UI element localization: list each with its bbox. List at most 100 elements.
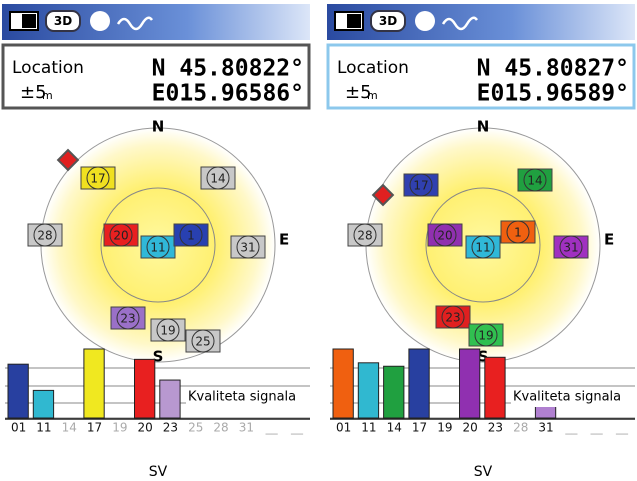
signal-bar — [383, 365, 405, 419]
east-label: E — [279, 231, 289, 249]
north-label: N — [152, 118, 165, 136]
sv-label: 14 — [62, 421, 77, 435]
sv-label: 23 — [488, 421, 503, 435]
location-label: Location — [12, 58, 84, 78]
signal-label: Kvaliteta signala — [188, 390, 296, 405]
satellite-body — [33, 223, 57, 247]
sv-label: __ — [265, 421, 279, 435]
sv-label: 20 — [138, 421, 153, 435]
gps-panel: 3D Location ±5m N 45.80827°E015.96589° N E 17 1… — [326, 4, 636, 480]
south-label: S — [153, 348, 164, 366]
satellite-body — [471, 235, 495, 259]
sv-label: 11 — [36, 421, 51, 435]
satellite-body — [191, 329, 215, 353]
satellite: 28 — [27, 223, 63, 247]
satellite-id: 17 — [90, 172, 105, 186]
east-label: E — [604, 231, 614, 249]
accuracy: ±5 — [345, 82, 372, 103]
satellite-id: 1 — [514, 226, 522, 240]
latitude: N 45.80827° — [477, 56, 629, 82]
sv-label: 17 — [412, 421, 427, 435]
fix-icon — [370, 10, 406, 32]
sv-label: 31 — [239, 421, 254, 435]
satellite-id: 23 — [445, 311, 460, 325]
signal-label-bg — [186, 387, 310, 407]
satellite: 23 — [110, 306, 146, 330]
signal-bar — [459, 348, 481, 419]
satellite: 11 — [465, 235, 501, 259]
sv-label: 14 — [387, 421, 402, 435]
accuracy-unit: m — [367, 89, 378, 102]
waas-icon — [415, 11, 435, 31]
satellite: 31 — [230, 235, 266, 259]
sv-label: 01 — [336, 421, 351, 435]
sv-label: 28 — [513, 421, 528, 435]
satellite-id: 20 — [437, 229, 452, 243]
satellite-id: 19 — [160, 324, 175, 338]
satellite: 1 — [500, 220, 536, 244]
satellite-id: 25 — [195, 335, 210, 349]
satellite: 14 — [200, 166, 236, 190]
signal-bar — [159, 379, 181, 419]
satellite-body — [474, 323, 498, 347]
battery-level — [347, 14, 361, 28]
satellite-body — [86, 166, 110, 190]
satellite-body — [506, 220, 530, 244]
accuracy-unit: m — [42, 89, 53, 102]
sv-label: 19 — [112, 421, 127, 435]
sv-label: __ — [590, 421, 604, 435]
longitude: E015.96586° — [152, 81, 304, 107]
location-box — [1, 43, 311, 110]
satellite-id: 1 — [187, 229, 195, 243]
satellite-body — [116, 306, 140, 330]
sv-label: __ — [290, 421, 304, 435]
satellite-body — [353, 223, 377, 247]
satellite-id: 28 — [37, 229, 52, 243]
longitude: E015.96589° — [477, 81, 629, 107]
signal-label-bg — [511, 387, 635, 407]
position-marker — [371, 183, 395, 207]
satellite-id: 28 — [357, 229, 372, 243]
location-label: Location — [337, 58, 409, 78]
satellite-id: 14 — [210, 172, 225, 186]
location-box — [326, 43, 636, 110]
satellite-body — [146, 235, 170, 259]
sv-label: __ — [615, 421, 629, 435]
satellite: 25 — [185, 329, 221, 353]
satellite-body — [109, 223, 133, 247]
satellite: 1 — [173, 223, 209, 247]
sv-label: 17 — [87, 421, 102, 435]
sv-axis-label: SV — [474, 464, 493, 480]
signal-bar — [332, 348, 354, 419]
satellite-body — [409, 173, 433, 197]
sv-label: 01 — [11, 421, 26, 435]
signal-bar — [32, 389, 55, 419]
signal-bar — [7, 363, 29, 419]
sv-label: 19 — [437, 421, 452, 435]
satellite-id: 14 — [527, 174, 542, 188]
satellite-id: 19 — [478, 329, 493, 343]
signal-label: Kvaliteta signala — [513, 390, 621, 405]
sv-label: 11 — [361, 421, 376, 435]
inner-ring — [425, 187, 541, 303]
satellite: 23 — [435, 305, 471, 329]
satellite: 31 — [553, 235, 589, 259]
satellite-body — [179, 223, 203, 247]
satellite: 17 — [80, 166, 116, 190]
sv-axis-label: SV — [149, 464, 168, 480]
gps-panel: 3D Location ±5m N 45.80822°E015.96586° N E 17 1… — [1, 4, 311, 480]
latitude: N 45.80822° — [152, 56, 304, 82]
satellite-id: 23 — [120, 312, 135, 326]
satellite: 14 — [517, 168, 553, 192]
sv-label: __ — [564, 421, 578, 435]
satellite: 17 — [403, 173, 439, 197]
position-marker — [56, 148, 80, 172]
satellite: 28 — [347, 223, 383, 247]
satellite-body — [156, 318, 180, 342]
signal-bar — [357, 362, 380, 419]
accuracy: ±5 — [20, 82, 47, 103]
satellite: 19 — [150, 318, 186, 342]
waas-icon — [90, 11, 110, 31]
inner-ring — [100, 187, 216, 303]
